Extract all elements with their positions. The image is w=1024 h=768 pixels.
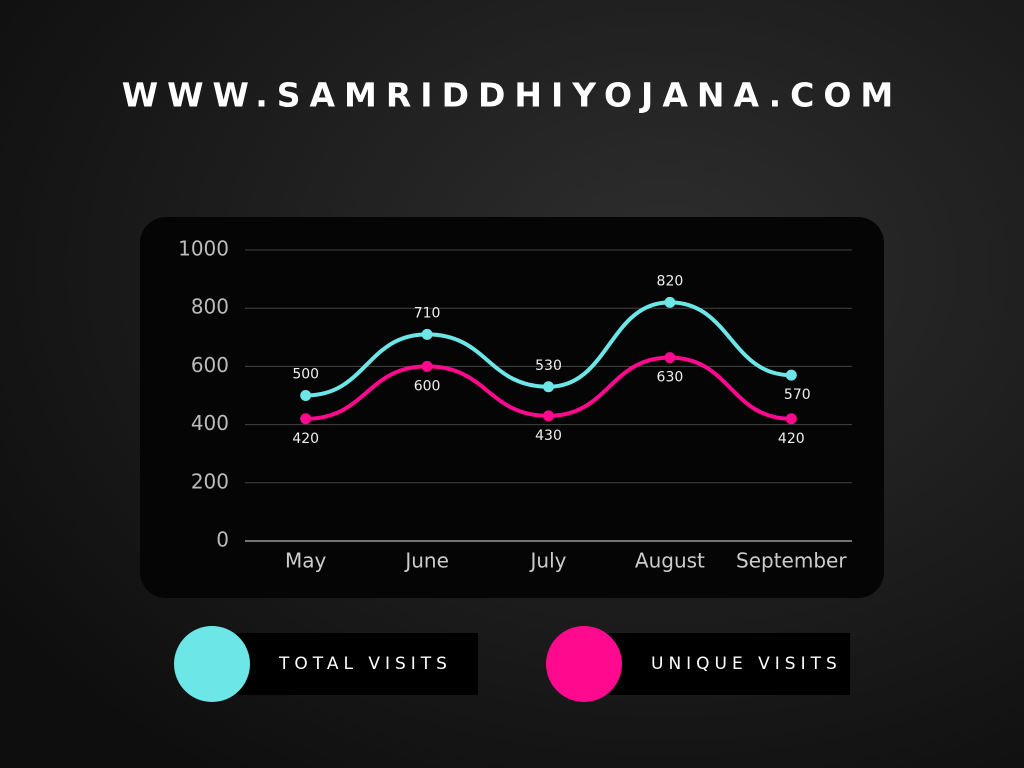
y-tick-label: 1000 [178, 237, 229, 261]
data-point [543, 381, 554, 393]
data-label: 820 [657, 273, 684, 289]
data-point [664, 352, 676, 364]
data-label: 500 [292, 367, 319, 383]
chart-title: WWW.SAMRIDDHIYOJANA.COM [122, 76, 903, 115]
data-point [664, 296, 676, 308]
x-tick-label: July [529, 549, 567, 573]
data-label: 630 [657, 370, 684, 386]
x-tick-label: August [635, 549, 705, 573]
data-label: 420 [292, 431, 319, 447]
data-label: 710 [414, 305, 441, 321]
data-point [785, 413, 797, 425]
data-label: 430 [535, 428, 562, 444]
data-point [421, 328, 433, 340]
data-point [421, 360, 433, 372]
data-label: 530 [535, 358, 562, 374]
x-tick-label: June [403, 549, 449, 573]
y-tick-label: 800 [191, 295, 229, 319]
data-label: 600 [414, 378, 441, 394]
y-tick-label: 0 [216, 528, 229, 552]
y-tick-label: 400 [191, 411, 229, 435]
data-point [785, 369, 797, 381]
data-label: 570 [784, 387, 811, 403]
legend-box [212, 633, 478, 695]
data-point [543, 410, 554, 422]
legend-box [584, 633, 850, 695]
legend-label: UNIQUE VISITS [651, 654, 842, 674]
x-tick-label: May [285, 549, 327, 573]
data-point [300, 390, 312, 401]
legend-swatch [174, 626, 250, 702]
x-tick-label: September [736, 549, 847, 573]
legend-swatch [546, 626, 622, 702]
data-label: 420 [778, 431, 805, 447]
y-tick-label: 200 [191, 469, 229, 493]
legend-label: TOTAL VISITS [278, 654, 452, 674]
data-point [300, 413, 312, 425]
y-tick-label: 600 [191, 353, 229, 377]
